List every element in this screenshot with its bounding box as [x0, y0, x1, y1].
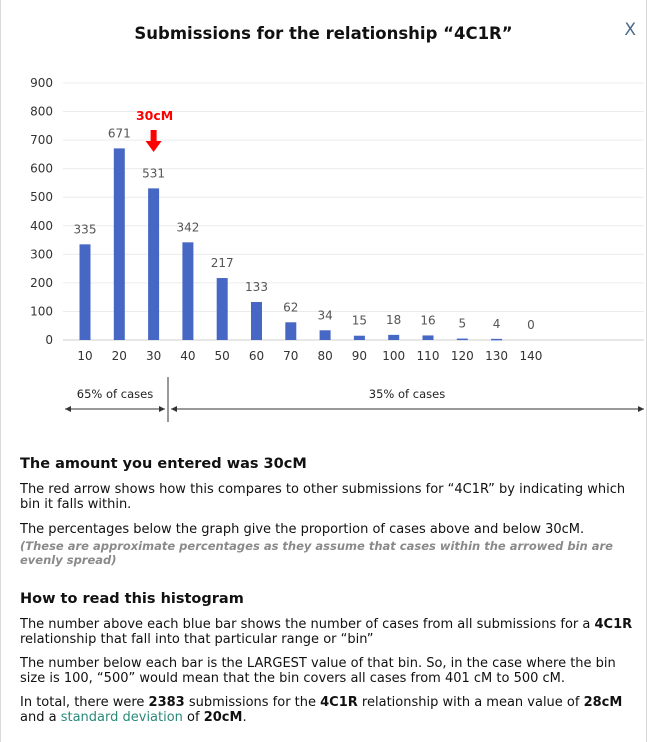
- x-tick-label: 30: [146, 349, 161, 363]
- howto-paragraph-1: The number above each blue bar shows the…: [20, 617, 636, 648]
- x-tick-label: 20: [112, 349, 127, 363]
- howto-paragraph-2: The number below each bar is the LARGEST…: [20, 655, 616, 687]
- x-tick-label: 40: [180, 349, 195, 363]
- howto-p1-relationship: 4C1R: [594, 616, 633, 632]
- p3-text-b: submissions for the: [184, 694, 321, 710]
- histogram-bar: [319, 330, 331, 340]
- y-tick-label: 600: [30, 162, 53, 176]
- x-tick-label: 80: [317, 349, 332, 363]
- p3-text-e: of: [182, 710, 204, 725]
- histogram-bar: [456, 338, 468, 341]
- howto-paragraph-3: In total, there were 2383 submissions fo…: [20, 695, 636, 726]
- histogram-bar: [388, 334, 400, 340]
- histogram-bar: [216, 278, 228, 340]
- right-percent-label: 35% of cases: [369, 387, 445, 401]
- histogram-bar: [182, 242, 194, 340]
- entered-heading: The amount you entered was 30cM: [20, 456, 307, 472]
- howto-section: How to read this histogram The number ab…: [20, 591, 636, 726]
- y-tick-label: 200: [30, 276, 53, 290]
- y-tick-label: 500: [30, 190, 53, 204]
- right-arrowhead-icon: [171, 406, 177, 412]
- p3-text-c: relationship with a mean value of: [357, 694, 584, 710]
- left-percent-label: 65% of cases: [77, 387, 153, 401]
- bar-value-label: 16: [420, 313, 435, 327]
- y-tick-label: 700: [30, 133, 53, 147]
- howto-p1-text: The number above each blue bar shows the…: [20, 616, 595, 632]
- bar-value-label: 5: [458, 317, 466, 331]
- bar-value-label: 335: [74, 222, 97, 236]
- y-tick-label: 400: [30, 219, 53, 233]
- total-submissions: 2383: [148, 694, 185, 710]
- x-tick-label: 140: [519, 349, 542, 363]
- histogram-bar: [251, 302, 262, 340]
- bar-value-label: 133: [245, 280, 268, 294]
- bar-value-label: 671: [108, 126, 131, 140]
- left-arrowhead-icon: [159, 406, 165, 412]
- histogram-bar: [285, 322, 297, 340]
- histogram-bar: [148, 188, 160, 340]
- entered-paragraph-2: The percentages below the graph give the…: [20, 521, 585, 537]
- x-tick-label: 100: [382, 349, 405, 363]
- histogram-bar: [79, 244, 91, 340]
- howto-heading: How to read this histogram: [20, 591, 244, 607]
- p3-text-d: and a: [20, 710, 61, 725]
- bar-value-label: 217: [211, 256, 234, 270]
- x-tick-label: 90: [352, 349, 367, 363]
- x-tick-label: 120: [451, 349, 474, 363]
- histogram-bar: [422, 335, 434, 340]
- right-arrowhead-icon: [638, 406, 644, 412]
- bar-value-label: 62: [283, 300, 298, 314]
- bar-value-label: 34: [317, 308, 332, 322]
- x-tick-label: 10: [77, 349, 92, 363]
- x-tick-label: 70: [283, 349, 298, 363]
- x-tick-label: 60: [249, 349, 264, 363]
- y-tick-label: 800: [30, 105, 53, 119]
- bar-value-label: 531: [142, 166, 165, 180]
- relationship-code: 4C1R: [320, 694, 358, 710]
- x-tick-label: 110: [417, 349, 440, 363]
- close-button[interactable]: X: [624, 20, 636, 40]
- x-tick-label: 130: [485, 349, 508, 363]
- bar-value-label: 4: [493, 317, 501, 331]
- howto-p1-text-end: relationship that fall into that particu…: [20, 632, 374, 647]
- bar-value-label: 342: [176, 220, 199, 234]
- entered-section: The amount you entered was 30cM The red …: [20, 456, 636, 567]
- bar-value-label: 15: [352, 314, 367, 328]
- histogram-bar: [113, 148, 125, 340]
- dialog-title: Submissions for the relationship “4C1R”: [134, 24, 513, 43]
- histogram-bar: [353, 335, 365, 340]
- y-tick-label: 0: [45, 333, 53, 347]
- y-tick-label: 300: [30, 247, 53, 261]
- bar-value-label: 18: [386, 313, 401, 327]
- entered-note: (These are approximate percentages as th…: [20, 539, 613, 567]
- histogram-bar: [491, 338, 503, 341]
- red-arrow-icon: [145, 130, 162, 152]
- histogram-chart: 0100200300400500600700800900335106712053…: [30, 76, 644, 422]
- left-arrowhead-icon: [65, 406, 71, 412]
- y-tick-label: 900: [30, 76, 53, 90]
- mean-value: 28cM: [583, 694, 623, 710]
- marker-label: 30cM: [136, 108, 173, 123]
- y-tick-label: 100: [30, 304, 53, 318]
- entered-paragraph-1: The red arrow shows how this compares to…: [20, 481, 626, 513]
- sd-value: 20cM: [203, 710, 243, 725]
- p3-text-f: .: [242, 710, 247, 725]
- bar-value-label: 0: [527, 318, 535, 332]
- standard-deviation-link[interactable]: standard deviation: [60, 710, 183, 725]
- p3-text-a: In total, there were: [20, 694, 149, 710]
- x-tick-label: 50: [215, 349, 230, 363]
